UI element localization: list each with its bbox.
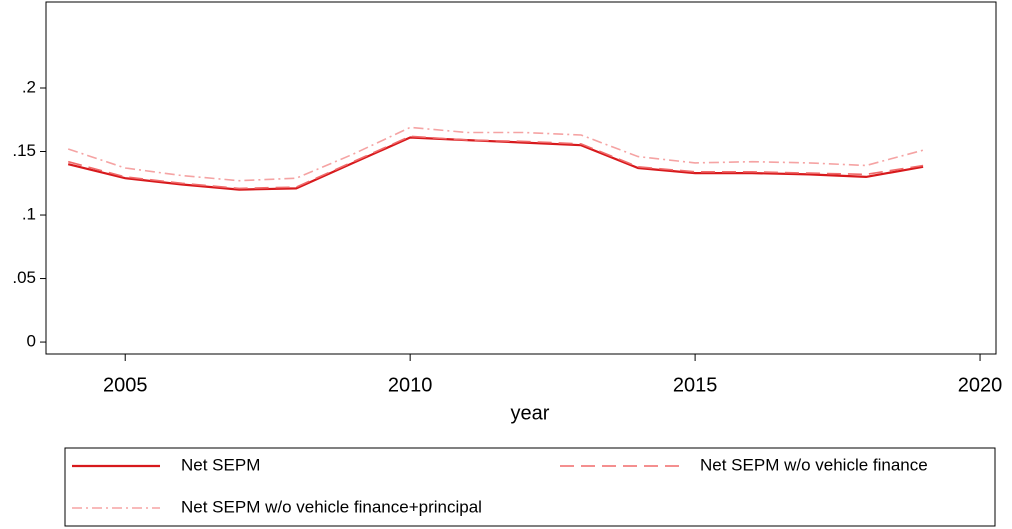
legend-box (64, 447, 996, 527)
y-tick-label: .05 (12, 268, 36, 287)
legend-label: Net SEPM w/o vehicle finance (700, 455, 928, 474)
plot-frame (45, 1, 997, 355)
series-line (67, 136, 924, 191)
y-tick-label: 0 (27, 332, 36, 351)
x-tick-label: 2015 (673, 374, 718, 396)
y-tick-label: .2 (22, 77, 36, 96)
x-axis-label: year (511, 402, 550, 424)
series-line (67, 126, 924, 182)
y-tick-label: .15 (12, 141, 36, 160)
legend-label: Net SEPM (181, 455, 260, 474)
x-tick-label: 2020 (958, 374, 1003, 396)
x-tick-label: 2010 (388, 374, 433, 396)
y-tick-label: .1 (22, 205, 36, 224)
legend-label: Net SEPM w/o vehicle finance+principal (181, 497, 482, 516)
x-tick-label: 2005 (103, 374, 148, 396)
